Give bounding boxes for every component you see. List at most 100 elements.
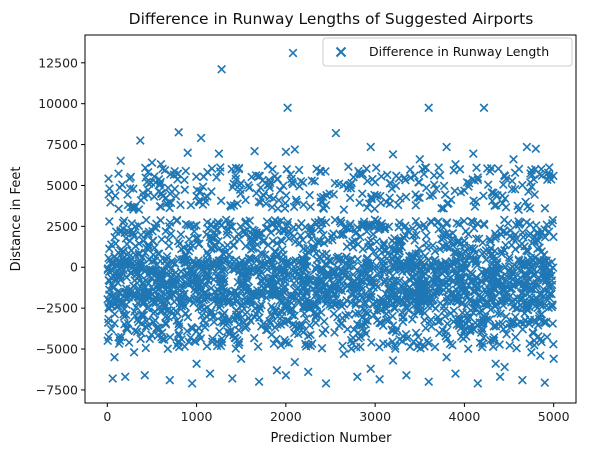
data-point [525, 220, 535, 230]
data-point [463, 229, 473, 239]
data-point [303, 331, 313, 341]
data-point [372, 253, 382, 262]
data-point [493, 309, 502, 318]
y-tick-label: 7500 [46, 137, 78, 152]
data-point [352, 372, 362, 382]
data-point [130, 326, 140, 336]
data-point [391, 327, 401, 337]
data-point [108, 374, 118, 383]
data-point [439, 302, 449, 311]
data-point [454, 314, 464, 324]
data-point [206, 220, 216, 230]
data-point [439, 181, 449, 191]
data-point [442, 352, 451, 362]
data-point [425, 263, 435, 273]
data-point [248, 225, 258, 235]
data-point [327, 232, 337, 241]
data-point [300, 339, 310, 349]
data-point [181, 166, 191, 176]
data-point [205, 369, 215, 378]
data-point [511, 332, 520, 342]
data-point [240, 230, 250, 239]
data-point [267, 202, 277, 212]
data-point [500, 362, 509, 372]
data-point [261, 199, 271, 208]
data-point [317, 343, 327, 353]
data-point [174, 127, 184, 137]
data-point [229, 240, 238, 250]
data-point [110, 309, 120, 319]
data-point [388, 337, 397, 346]
data-point [391, 181, 401, 191]
data-point [451, 369, 460, 378]
data-point [489, 322, 499, 331]
data-point [171, 268, 181, 277]
data-point [291, 195, 301, 205]
data-point [405, 165, 415, 174]
data-point [468, 243, 477, 253]
data-point [450, 186, 460, 196]
data-point [413, 193, 423, 202]
data-point [407, 314, 417, 324]
data-point [106, 198, 115, 207]
data-point [366, 142, 376, 152]
data-point [349, 172, 358, 182]
data-point [176, 200, 185, 210]
data-point [227, 374, 237, 383]
data-point [451, 159, 460, 169]
data-point [479, 191, 488, 201]
data-point [282, 164, 292, 174]
x-tick-label: 0 [103, 409, 111, 424]
data-point [495, 372, 505, 382]
data-point [165, 375, 175, 385]
data-point [442, 142, 451, 152]
data-point [421, 323, 431, 333]
data-point [468, 149, 478, 158]
data-point [120, 372, 130, 382]
data-point [104, 275, 114, 285]
data-point [395, 194, 405, 203]
data-point [544, 163, 554, 172]
data-point [174, 329, 183, 338]
data-point [355, 169, 365, 178]
data-point [549, 354, 559, 364]
data-point [365, 285, 374, 295]
data-point [136, 334, 145, 344]
data-point [233, 199, 242, 208]
data-point [281, 191, 291, 200]
data-point [431, 304, 441, 313]
data-point [435, 170, 445, 180]
y-axis-label: Distance in Feet [9, 167, 24, 272]
data-point [362, 164, 371, 174]
data-point [368, 220, 377, 229]
data-point [345, 193, 355, 203]
data-point [505, 341, 515, 350]
data-point [366, 236, 376, 245]
data-point [217, 334, 227, 343]
data-point [263, 161, 273, 171]
data-point [256, 183, 265, 193]
data-point [351, 309, 360, 319]
data-point [192, 359, 201, 369]
data-point [140, 370, 150, 380]
data-point [540, 378, 550, 387]
data-point [252, 188, 261, 198]
data-point [531, 144, 541, 154]
data-point [141, 215, 151, 225]
data-point [129, 347, 139, 357]
data-point [196, 133, 206, 143]
data-point [306, 202, 315, 212]
legend: Difference in Runway Length [322, 37, 573, 67]
data-point [320, 325, 330, 335]
data-point [207, 164, 217, 173]
data-point [334, 321, 344, 331]
data-point [462, 178, 472, 187]
y-tick-label: 5000 [46, 178, 78, 193]
data-point [236, 189, 246, 199]
x-tick-label: 2000 [270, 409, 302, 424]
data-point [525, 178, 535, 187]
data-point [249, 333, 259, 343]
data-point [434, 163, 444, 172]
data-point [172, 215, 182, 225]
